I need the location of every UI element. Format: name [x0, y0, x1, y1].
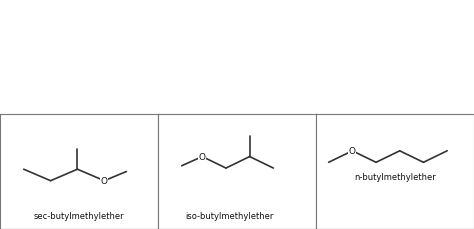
Text: O: O: [101, 176, 108, 185]
Text: O: O: [199, 152, 206, 161]
Text: iso-butylmethylether: iso-butylmethylether: [185, 211, 273, 220]
Text: O: O: [349, 147, 356, 156]
Text: n-butylmethylether: n-butylmethylether: [354, 172, 436, 181]
Text: sec-butylmethylether: sec-butylmethylether: [34, 211, 124, 220]
